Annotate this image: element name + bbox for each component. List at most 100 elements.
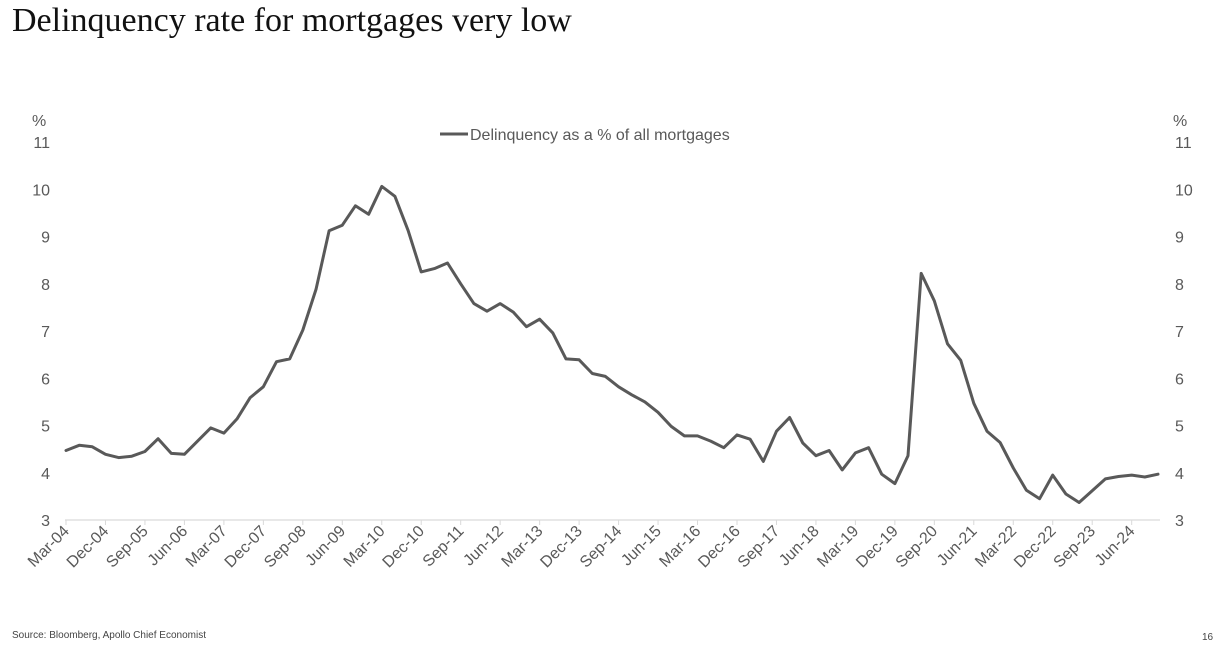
y-tick-label-left: 7 <box>41 324 50 341</box>
y-ticks-right: 3 4 5 6 7 8 9 10 11 <box>1175 135 1193 530</box>
data-point <box>407 229 410 232</box>
data-point <box>525 325 528 328</box>
data-point <box>459 282 462 285</box>
data-point <box>301 329 304 332</box>
data-point <box>130 455 133 458</box>
data-point <box>696 434 699 437</box>
y-tick-label-left: 4 <box>41 466 50 483</box>
data-point <box>157 437 160 440</box>
y-tick-label-left: 3 <box>41 513 50 530</box>
data-point <box>65 449 68 452</box>
x-tick-label: Sep-11 <box>420 523 468 571</box>
data-point <box>657 411 660 414</box>
data-point <box>814 454 817 457</box>
data-point <box>420 270 423 273</box>
x-tick-label: Jun-18 <box>776 523 823 570</box>
data-point <box>617 385 620 388</box>
x-tick-label: Sep-23 <box>1051 523 1100 572</box>
data-point <box>288 357 291 360</box>
x-tick-label: Dec-04 <box>64 523 113 572</box>
source-note: Source: Bloomberg, Apollo Chief Economis… <box>12 630 206 641</box>
data-point <box>749 438 752 441</box>
data-point <box>104 453 107 456</box>
data-point <box>709 440 712 443</box>
y-tick-label-left: 8 <box>41 277 50 294</box>
x-tick-label: Dec-19 <box>853 523 902 572</box>
data-point <box>262 385 265 388</box>
data-point <box>91 445 94 448</box>
x-tick-label: Jun-06 <box>145 523 192 570</box>
legend: Delinquency as a % of all mortgages <box>440 127 730 144</box>
data-point <box>78 444 81 447</box>
data-point <box>1012 467 1015 470</box>
data-point <box>367 213 370 216</box>
data-point <box>472 302 475 305</box>
data-point <box>538 318 541 321</box>
data-point <box>380 185 383 188</box>
x-tick-label: Jun-12 <box>460 523 507 570</box>
data-point <box>907 454 910 457</box>
x-tick-label: Jun-21 <box>934 523 981 570</box>
data-point <box>170 452 173 455</box>
data-point <box>999 441 1002 444</box>
x-tick-label: Sep-08 <box>261 523 310 572</box>
data-point <box>328 229 331 232</box>
y-tick-label-right: 8 <box>1175 277 1184 294</box>
data-point <box>933 299 936 302</box>
data-point <box>1091 489 1094 492</box>
data-point <box>196 440 199 443</box>
data-point <box>183 453 186 456</box>
y-tick-label-left: 6 <box>41 371 50 388</box>
data-point <box>604 375 607 378</box>
x-tick-label: Dec-07 <box>222 523 271 572</box>
y-tick-label-left: 9 <box>41 230 50 247</box>
data-point <box>946 342 949 345</box>
y-ticks-left: 3 4 5 6 7 8 9 10 11 <box>32 135 50 530</box>
data-point <box>433 267 436 270</box>
x-tick-label: Mar-19 <box>814 523 862 571</box>
x-tick-label: Mar-07 <box>183 523 231 571</box>
page-title: Delinquency rate for mortgages very low <box>12 2 572 39</box>
data-point <box>643 400 646 403</box>
data-point <box>143 450 146 453</box>
y-tick-label-right: 3 <box>1175 513 1184 530</box>
data-point <box>354 204 357 207</box>
data-point <box>828 449 831 452</box>
data-point <box>893 482 896 485</box>
y-tick-label-right: 6 <box>1175 371 1184 388</box>
data-point <box>565 357 568 360</box>
data-point <box>341 224 344 227</box>
data-point <box>1038 497 1041 500</box>
data-point <box>236 417 239 420</box>
x-tick-label: Dec-16 <box>695 523 744 572</box>
y-tick-label-right: 9 <box>1175 230 1184 247</box>
data-point <box>315 288 318 291</box>
x-tick-label: Mar-16 <box>656 523 704 571</box>
data-point <box>551 331 554 334</box>
data-point <box>1117 475 1120 478</box>
y-tick-label-right: 5 <box>1175 419 1184 436</box>
data-point <box>393 195 396 198</box>
page-number: 16 <box>1202 632 1214 643</box>
data-point <box>275 360 278 363</box>
series-line-delinquency <box>64 184 1160 504</box>
data-point <box>1104 477 1107 480</box>
data-point <box>1078 501 1081 504</box>
data-point <box>775 430 778 433</box>
data-point <box>117 456 120 459</box>
data-point <box>1064 493 1067 496</box>
x-tick-label: Dec-22 <box>1011 523 1060 572</box>
data-point <box>630 393 633 396</box>
x-tick-label: Dec-10 <box>380 523 429 572</box>
data-point <box>1051 474 1054 477</box>
x-tick-label: Jun-24 <box>1092 523 1139 570</box>
data-point <box>986 430 989 433</box>
data-point <box>1143 476 1146 479</box>
x-tick-label: Sep-20 <box>893 523 942 572</box>
data-point <box>959 359 962 362</box>
y-tick-label-left: 11 <box>33 135 50 152</box>
series-layer <box>64 184 1160 504</box>
data-point <box>499 302 502 305</box>
data-point <box>249 396 252 399</box>
data-point <box>683 434 686 437</box>
